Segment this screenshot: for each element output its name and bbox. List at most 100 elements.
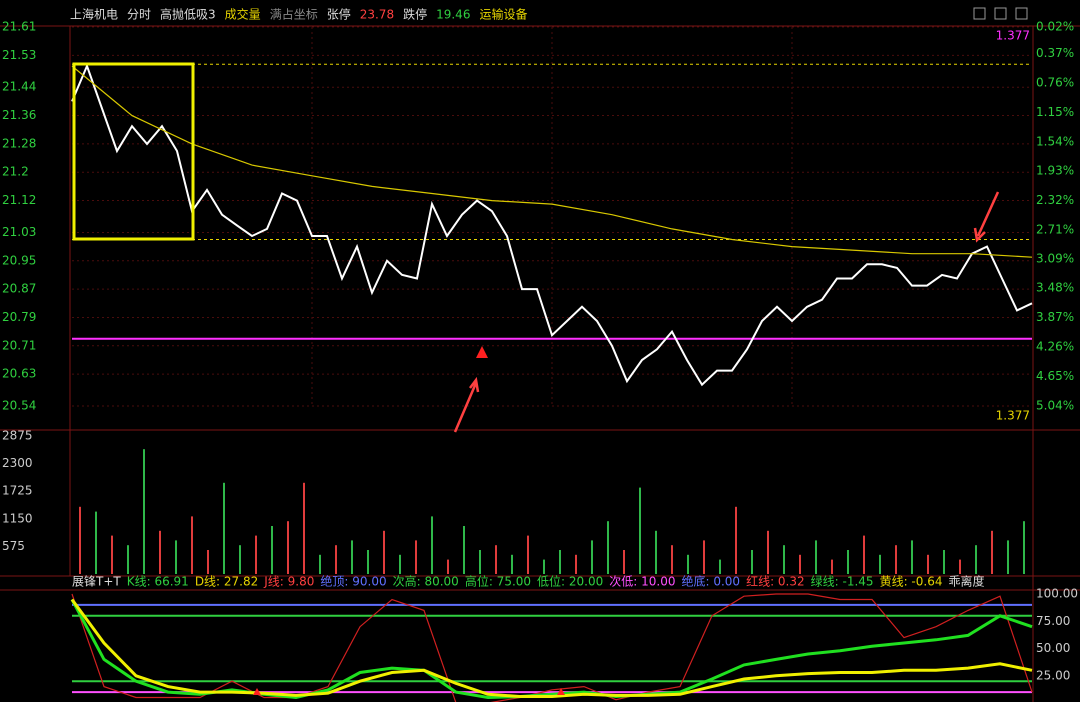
volume-bar	[351, 540, 353, 574]
y2-tick-label: 50.00	[1036, 641, 1070, 655]
series-line	[71, 593, 1033, 702]
header-item: 高抛低吸3	[160, 7, 216, 22]
volume-bar	[79, 506, 81, 574]
volume-bar	[495, 545, 497, 574]
y2-tick-label: 5.04%	[1036, 399, 1074, 413]
y-tick-label: 20.87	[2, 282, 36, 296]
volume-bar	[783, 545, 785, 574]
volume-bar	[879, 554, 881, 574]
volume-bar	[511, 554, 513, 574]
highlight-box	[72, 62, 195, 241]
y2-tick-label: 2.32%	[1036, 193, 1074, 207]
y-tick-label: 1150	[2, 511, 33, 525]
volume-bar	[287, 521, 289, 574]
volume-bar	[911, 540, 913, 574]
volume-bar	[367, 550, 369, 574]
marker	[557, 688, 565, 695]
volume-bar	[463, 526, 465, 574]
volume-bar	[1023, 521, 1025, 574]
volume-bar	[479, 550, 481, 574]
header-item: 分时	[127, 8, 151, 22]
header-item: 上海机电	[70, 7, 118, 22]
header-item: 满占坐标	[270, 7, 318, 22]
legend-item: 红线: 0.32	[746, 574, 805, 589]
header-item: 成交量	[225, 7, 261, 22]
y2-tick-label: 4.26%	[1036, 340, 1074, 354]
button[interactable]	[1015, 7, 1028, 20]
volume-bar	[191, 516, 193, 574]
marker	[476, 346, 488, 358]
volume-bar	[255, 535, 257, 574]
y-tick-label: 20.63	[2, 367, 36, 381]
volume-bar	[159, 530, 161, 574]
y-tick-label: 20.95	[2, 253, 36, 267]
y-tick-label: 21.12	[2, 193, 36, 207]
legend-item: 次低: 10.00	[609, 575, 675, 589]
marker	[253, 688, 261, 695]
header-item: 跌停	[403, 7, 427, 22]
volume-bar	[655, 530, 657, 574]
volume-bar	[543, 559, 545, 574]
legend-item: 展锋T+T	[72, 575, 121, 589]
legend-item: 黄线: -0.64	[880, 575, 943, 589]
y-tick-label: 20.54	[2, 399, 36, 413]
volume-bar	[559, 550, 561, 574]
y-tick-label: 575	[2, 539, 25, 553]
volume-bar	[207, 550, 209, 574]
volume-bar	[111, 535, 113, 574]
arrow	[453, 376, 480, 433]
legend-item: 绿线: -1.45	[811, 574, 874, 589]
volume-bar	[607, 521, 609, 574]
series-line	[70, 598, 1033, 700]
arrow	[973, 191, 1000, 243]
legend-item: 低位: 20.00	[537, 574, 603, 589]
volume-bar	[1007, 540, 1009, 574]
y2-tick-label: 25.00	[1036, 668, 1070, 682]
header-item: 张停	[327, 7, 351, 22]
legend-item: K线: 66.91	[127, 575, 189, 589]
volume-bar	[399, 554, 401, 574]
y-tick-label: 21.28	[2, 136, 36, 150]
volume-bar	[831, 559, 833, 574]
legend-item: D线: 27.82	[195, 575, 258, 589]
header-item: 运输设备	[479, 7, 527, 22]
y-tick-label: 21.44	[2, 80, 36, 94]
volume-bar	[863, 535, 865, 574]
y-tick-label: 21.61	[2, 20, 36, 34]
y2-tick-label: 1.15%	[1036, 105, 1074, 119]
y-tick-label: 20.79	[2, 310, 36, 324]
volume-bar	[447, 559, 449, 574]
volume-bar	[847, 550, 849, 574]
y2-tick-label: 4.65%	[1036, 369, 1074, 383]
series-line	[71, 63, 1033, 387]
volume-bar	[639, 487, 641, 574]
volume-bar	[319, 554, 321, 574]
y-tick-label: 21.2	[2, 165, 29, 179]
volume-bar	[751, 550, 753, 574]
button[interactable]	[994, 7, 1007, 20]
button[interactable]	[973, 7, 986, 20]
volume-bar	[719, 559, 721, 574]
y2-tick-label: 3.87%	[1036, 310, 1074, 324]
volume-bar	[223, 482, 225, 574]
volume-bar	[527, 535, 529, 574]
y-tick-label: 21.36	[2, 108, 36, 122]
volume-bar	[959, 559, 961, 574]
volume-bar	[575, 554, 577, 574]
y2-tick-label: 0.02%	[1036, 20, 1074, 34]
window-buttons[interactable]	[973, 7, 1028, 20]
volume-bar	[383, 530, 385, 574]
legend-item: 绝底: 0.00	[681, 574, 740, 589]
y2-tick-label: 0.37%	[1036, 46, 1074, 60]
volume-bar	[175, 540, 177, 574]
volume-bar	[591, 540, 593, 574]
legend-item: J线: 9.80	[263, 575, 314, 589]
legend-item: 高位: 75.00	[465, 574, 531, 589]
y2-tick-label: 1.93%	[1036, 164, 1074, 178]
volume-bar	[415, 540, 417, 574]
volume-bar	[815, 540, 817, 574]
y2-tick-label: 1.54%	[1036, 134, 1074, 148]
y2-tick-label: 100.00	[1036, 587, 1078, 601]
y-tick-label: 2875	[2, 429, 33, 443]
header-item: 19.46	[436, 8, 470, 22]
